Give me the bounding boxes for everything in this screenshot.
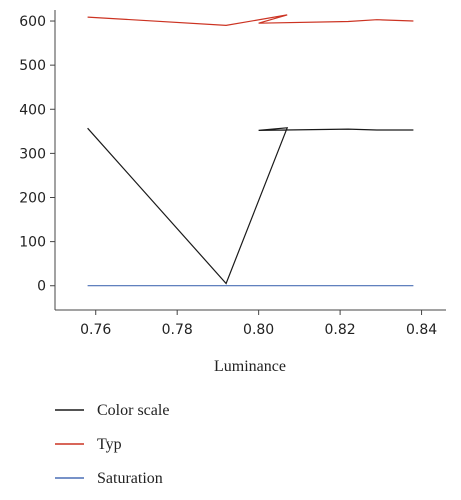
series-line-typ bbox=[87, 14, 414, 27]
y-tick-label: 400 bbox=[19, 102, 46, 118]
y-tick-label: 100 bbox=[19, 235, 46, 251]
x-axis-title: Luminance bbox=[214, 358, 286, 375]
y-tick-label: 600 bbox=[19, 14, 46, 30]
legend: Color scale Typ Saturation bbox=[55, 402, 169, 487]
series-lines bbox=[87, 14, 414, 287]
legend-label-saturation: Saturation bbox=[97, 470, 163, 487]
series-line-color-scale bbox=[87, 127, 414, 285]
legend-label-color-scale: Color scale bbox=[97, 402, 169, 419]
y-axis-ticks: 0 100 200 300 400 500 600 bbox=[19, 14, 55, 295]
legend-label-typ: Typ bbox=[97, 436, 122, 453]
y-tick-label: 300 bbox=[19, 146, 46, 162]
y-tick-label: 500 bbox=[19, 58, 46, 74]
chart-axes bbox=[54, 10, 446, 311]
x-tick-label: 0.78 bbox=[162, 322, 193, 338]
y-tick-label: 200 bbox=[19, 191, 46, 207]
x-tick-label: 0.82 bbox=[325, 322, 356, 338]
x-tick-label: 0.76 bbox=[80, 322, 111, 338]
y-tick-label: 0 bbox=[37, 279, 46, 295]
x-tick-label: 0.84 bbox=[406, 322, 437, 338]
x-tick-label: 0.80 bbox=[243, 322, 274, 338]
x-axis-ticks: 0.76 0.78 0.80 0.82 0.84 bbox=[80, 310, 437, 338]
